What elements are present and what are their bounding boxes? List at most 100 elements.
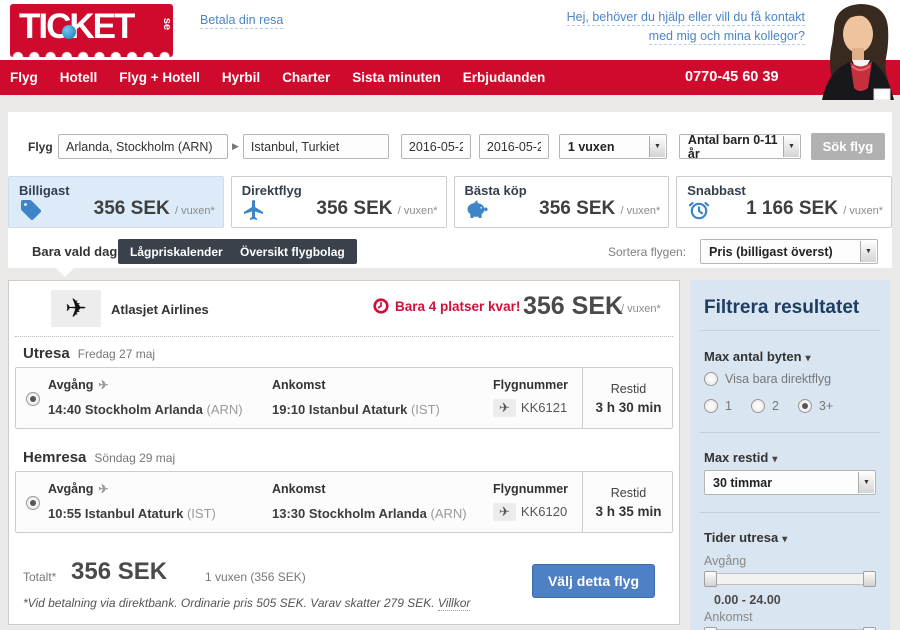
divider — [700, 330, 880, 331]
nav-item-flyg[interactable]: Flyg — [10, 70, 38, 85]
stops-1-label: 1 — [725, 399, 732, 413]
nav-item-hyrbil[interactable]: Hyrbil — [221, 70, 261, 85]
destination-input[interactable] — [242, 134, 389, 159]
piggy-bank-icon — [467, 200, 487, 218]
airline-name: Atlasjet Airlines — [111, 302, 209, 317]
support-agent-photo — [822, 4, 894, 100]
select-arrow-icon: ▼ — [858, 472, 874, 493]
stops-1-radio[interactable] — [704, 399, 718, 413]
arrival-column: Ankomst 13:30 Stockholm Arlanda (ARN) — [272, 482, 467, 521]
filter-sidebar: Filtrera resultatet Max antal byten ▾ Vis… — [690, 280, 890, 630]
max-stops-header[interactable]: Max antal byten ▾ — [704, 349, 811, 364]
airline-logo: ✈ — [51, 290, 101, 327]
flight-result-card: ✈ Atlasjet Airlines Bara 4 platser kvar!… — [8, 280, 680, 625]
adults-value: 1 vuxen — [567, 139, 615, 154]
search-form: Flyg ▶ 1 vuxen ▼ Antal barn 0-11 år ▼ Sö… — [8, 133, 892, 161]
result-price: 356 SEK — [523, 292, 624, 320]
outbound-flight-radio[interactable] — [26, 392, 40, 406]
flight-number-column: Flygnummer ✈ KK6120 — [493, 482, 569, 521]
contact-help-link[interactable]: Hej, behöver du hjälp eller vill du få k… — [566, 8, 805, 46]
flight-number-column: Flygnummer ✈ KK6121 — [493, 378, 569, 417]
select-arrow-icon: ▼ — [648, 136, 665, 157]
select-arrow-icon: ▼ — [860, 241, 876, 262]
arrival-slider-label: Ankomst — [704, 610, 753, 624]
duration-column: Restid 3 h 35 min — [582, 472, 674, 532]
return-flight-radio[interactable] — [26, 496, 40, 510]
nav-item-sista-minuten[interactable]: Sista minuten — [352, 70, 441, 85]
total-price: 356 SEK — [71, 558, 168, 585]
plane-icon: ✈ — [493, 399, 516, 417]
total-detail: 1 vuxen (356 SEK) — [205, 570, 306, 584]
origin-input[interactable] — [58, 134, 228, 159]
tag-icon — [21, 200, 41, 220]
fare-tab-title: Direktflyg — [241, 183, 302, 198]
stops-options: 1 2 3+ — [704, 399, 833, 413]
plane-icon: ✈ — [98, 482, 109, 496]
direct-only-radio[interactable] — [704, 372, 718, 386]
selected-day-tab[interactable]: Bara vald dag — [32, 244, 118, 259]
fare-tab-snabbast[interactable]: Snabbast 1 166 SEK / vuxen* — [676, 176, 892, 228]
max-duration-select[interactable]: 30 timmar ▼ — [704, 470, 876, 495]
logo-scallop-edge — [10, 49, 173, 57]
fine-print: *Vid betalning via direktbank. Ordinarie… — [23, 596, 471, 611]
active-tab-pointer — [56, 268, 74, 277]
fare-tab-title: Bästa köp — [464, 183, 527, 198]
phone-number: 0770-45 60 39 — [685, 69, 779, 85]
help-line-1: Hej, behöver du hjälp eller vill du få k… — [566, 10, 805, 26]
sort-value: Pris (billigast överst) — [709, 244, 833, 259]
nav-item-erbjudanden[interactable]: Erbjudanden — [462, 70, 546, 85]
children-select[interactable]: Antal barn 0-11 år ▼ — [678, 133, 801, 161]
direct-only-option: Visa bara direktflyg — [704, 372, 831, 386]
ticket-logo[interactable]: TICKET se — [10, 4, 173, 57]
airline-overview-button[interactable]: Översikt flygbolag — [228, 239, 357, 264]
sort-select[interactable]: Pris (billigast överst) ▼ — [700, 239, 878, 264]
fare-tab-billigast[interactable]: Billigast 356 SEK / vuxen* — [8, 176, 224, 228]
slider-handle-max[interactable] — [863, 627, 876, 630]
slider-handle-min[interactable] — [704, 627, 717, 630]
select-flight-button[interactable]: Välj detta flyg — [531, 564, 655, 598]
return-flight-row: Avgång ✈ 10:55 Istanbul Ataturk (IST) Ank… — [15, 471, 673, 533]
departure-range-text: 0.00 - 24.00 — [714, 593, 781, 607]
return-date-input[interactable] — [478, 134, 549, 159]
outbound-title: Utresa Fredag 27 maj — [23, 345, 156, 362]
nav-item-flyg-hotell[interactable]: Flyg + Hotell — [119, 70, 200, 85]
return-date: Söndag 29 maj — [94, 451, 176, 465]
stops-2-radio[interactable] — [750, 399, 765, 413]
availability-text: Bara 4 platser kvar! — [395, 298, 521, 314]
fare-tab-basta-kop[interactable]: Bästa köp 356 SEK / vuxen* — [453, 176, 670, 228]
fare-tab-direktflyg[interactable]: Direktflyg 356 SEK / vuxen* — [230, 176, 447, 228]
outbound-times-header[interactable]: Tider utresa ▾ — [704, 530, 788, 545]
airline-plane-icon: ✈ — [65, 293, 87, 323]
slider-handle-max[interactable] — [863, 571, 876, 587]
terms-link[interactable]: Villkor — [437, 596, 471, 611]
fare-tab-price: 356 SEK / vuxen* — [316, 198, 438, 219]
urgency-clock-icon — [373, 298, 389, 314]
max-duration-value: 30 timmar — [713, 475, 773, 490]
results-toolbar: Bara vald dag Lågpriskalender Översikt f… — [8, 239, 892, 265]
plane-icon: ✈ — [493, 503, 516, 521]
fare-tab-price: 356 SEK / vuxen* — [539, 198, 661, 219]
stops-3plus-label: 3+ — [818, 399, 834, 413]
max-duration-header[interactable]: Max restid ▾ — [704, 450, 778, 465]
caret-down-icon: ▾ — [782, 534, 788, 545]
alarm-clock-icon — [689, 201, 710, 220]
result-header: ✈ Atlasjet Airlines Bara 4 platser kvar!… — [15, 281, 673, 337]
search-flights-button[interactable]: Sök flyg — [810, 133, 885, 160]
low-price-calendar-button[interactable]: Lågpriskalender — [118, 239, 235, 264]
caret-down-icon: ▾ — [772, 454, 778, 465]
stops-3plus-radio[interactable] — [797, 399, 812, 413]
nav-item-hotell[interactable]: Hotell — [59, 70, 98, 85]
depart-date-input[interactable] — [400, 134, 471, 159]
divider — [700, 432, 880, 433]
plane-icon — [243, 200, 263, 220]
pay-trip-link[interactable]: Betala din resa — [200, 13, 284, 29]
search-panel: Flyg ▶ 1 vuxen ▼ Antal barn 0-11 år ▼ Sö… — [8, 112, 892, 268]
departure-time-slider — [704, 571, 876, 587]
nav-item-charter[interactable]: Charter — [282, 70, 331, 85]
outbound-date: Fredag 27 maj — [77, 347, 156, 361]
caret-down-icon: ▾ — [805, 353, 811, 364]
adults-select[interactable]: 1 vuxen ▼ — [558, 134, 667, 159]
slider-handle-min[interactable] — [704, 571, 717, 587]
filter-title: Filtrera resultatet — [704, 297, 860, 318]
